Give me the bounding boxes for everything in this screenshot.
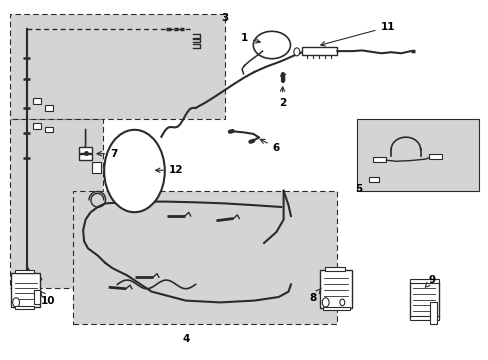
Ellipse shape [293, 48, 299, 56]
Bar [409, 282, 438, 318]
Bar [15, 270, 34, 273]
Bar [325, 267, 344, 271]
Bar [15, 306, 34, 309]
Text: 9: 9 [425, 275, 435, 287]
Bar [92, 162, 101, 173]
Bar [79, 147, 92, 153]
Bar [10, 14, 224, 119]
Ellipse shape [104, 130, 164, 212]
Text: 4: 4 [182, 334, 189, 344]
Bar [45, 105, 53, 111]
Text: 2: 2 [279, 87, 285, 108]
Bar [34, 290, 40, 304]
Bar [33, 123, 41, 129]
Text: 12: 12 [155, 165, 183, 175]
Text: 8: 8 [309, 288, 321, 303]
Ellipse shape [322, 298, 328, 307]
Bar [322, 307, 349, 310]
Bar [10, 119, 102, 288]
Bar [302, 47, 337, 55]
Ellipse shape [339, 299, 344, 306]
Bar [73, 191, 337, 324]
Text: 11: 11 [320, 22, 394, 46]
Text: 6: 6 [260, 139, 279, 153]
Bar [79, 154, 92, 160]
Bar [429, 302, 436, 324]
Ellipse shape [253, 31, 290, 59]
Text: 3: 3 [221, 13, 228, 23]
Bar [368, 177, 379, 182]
Bar [45, 127, 53, 132]
Bar [11, 273, 40, 307]
Bar [409, 279, 438, 283]
Bar [33, 98, 41, 104]
Bar [356, 119, 478, 191]
Bar [320, 270, 351, 308]
Ellipse shape [118, 148, 151, 194]
Text: 1: 1 [241, 33, 260, 43]
Bar [409, 316, 438, 320]
Bar [372, 157, 386, 162]
Ellipse shape [13, 298, 20, 307]
Bar [428, 154, 441, 159]
Ellipse shape [129, 163, 140, 179]
Text: 7: 7 [97, 149, 118, 159]
Text: 10: 10 [40, 291, 55, 306]
Text: 5: 5 [354, 184, 361, 194]
